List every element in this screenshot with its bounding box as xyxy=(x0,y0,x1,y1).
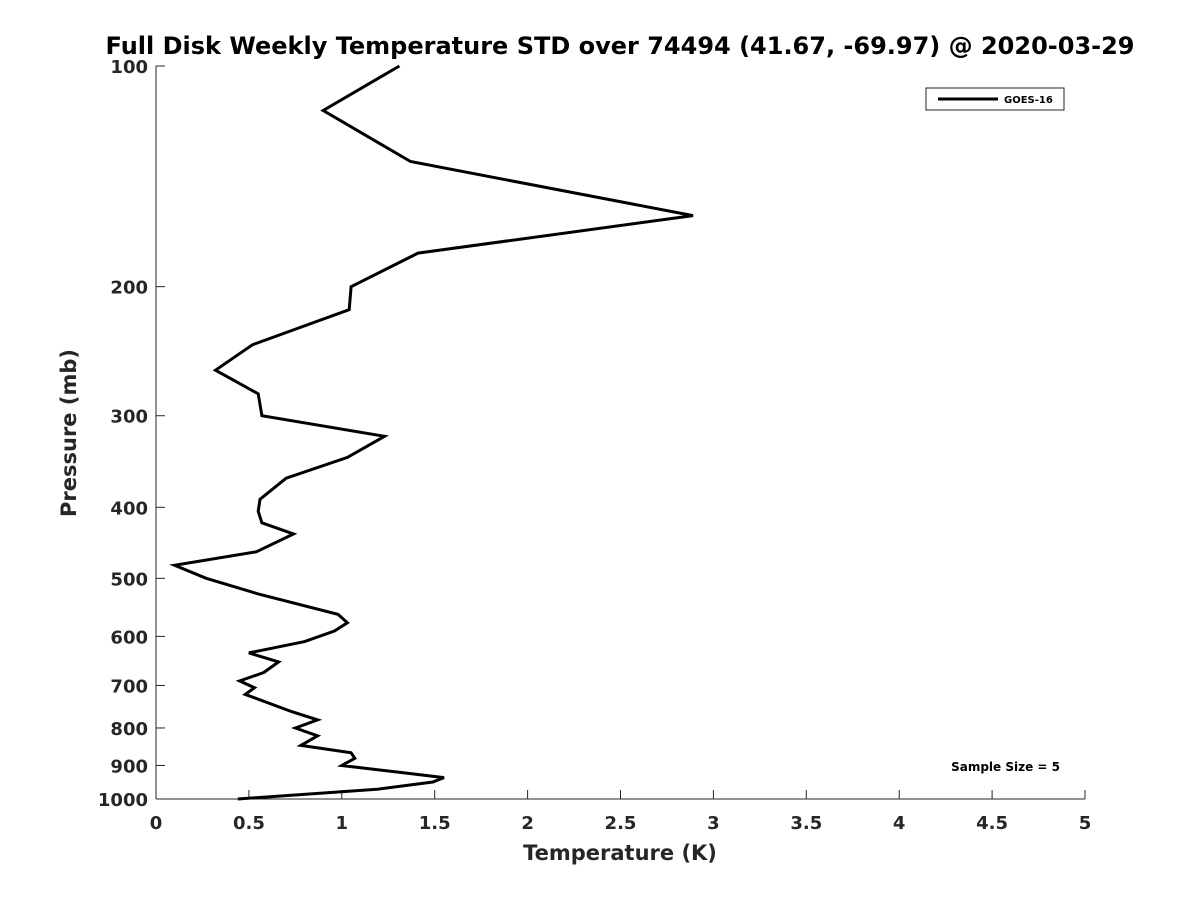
axes: 0 0.5 1 1.5 2 2.5 3 3.5 4 4.5 5 100 200 300 400 500 600 7… xyxy=(98,57,1091,834)
x-tick-label: 0 xyxy=(150,813,163,834)
series-layer xyxy=(169,64,694,801)
y-tick-label: 200 xyxy=(110,278,148,299)
x-tick-label: 2 xyxy=(521,813,534,834)
x-tick-label: 3.5 xyxy=(790,813,822,834)
y-tick-label: 400 xyxy=(110,498,148,519)
series-line-goes-16 xyxy=(169,64,694,801)
y-tick-label: 800 xyxy=(110,719,148,740)
sample-size-note: Sample Size = 5 xyxy=(951,760,1060,774)
x-tick-label: 5 xyxy=(1079,813,1092,834)
legend-label: GOES-16 xyxy=(1004,95,1053,106)
x-tick-label: 1.5 xyxy=(419,813,451,834)
chart-title: Full Disk Weekly Temperature STD over 74… xyxy=(106,32,1135,60)
y-axis-label: Pressure (mb) xyxy=(57,349,81,517)
x-tick-label: 3 xyxy=(707,813,720,834)
x-tick-label: 4.5 xyxy=(976,813,1008,834)
x-tick-label: 0.5 xyxy=(233,813,265,834)
x-tick-label: 4 xyxy=(893,813,906,834)
x-tick-label: 1 xyxy=(336,813,349,834)
y-tick-label: 500 xyxy=(110,569,148,590)
x-tick-label: 2.5 xyxy=(605,813,637,834)
legend: GOES-16 xyxy=(925,87,1065,111)
y-tick-label: 300 xyxy=(110,407,148,428)
y-tick-label: 1000 xyxy=(98,790,148,811)
y-tick-label: 900 xyxy=(110,756,148,777)
y-tick-label: 100 xyxy=(110,57,148,78)
y-tick-label: 700 xyxy=(110,676,148,697)
x-axis-label: Temperature (K) xyxy=(523,841,717,865)
y-tick-label: 600 xyxy=(110,627,148,648)
